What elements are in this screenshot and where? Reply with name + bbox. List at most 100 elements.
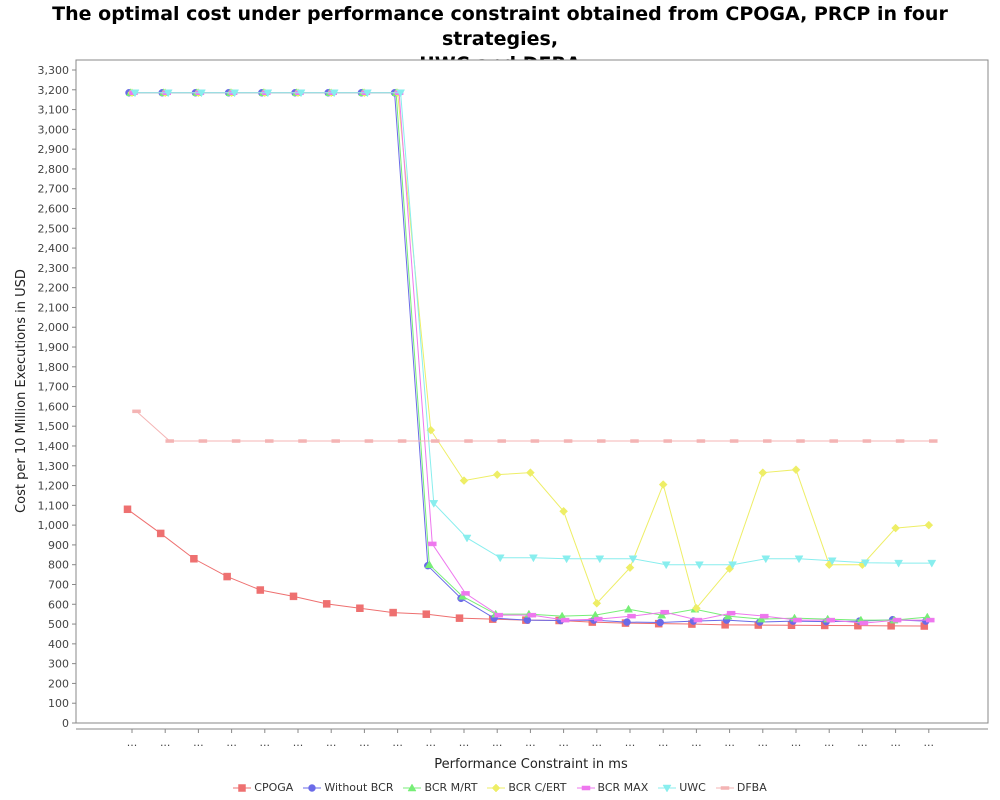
data-point-uwc: [728, 561, 738, 570]
y-tick-label: 700: [48, 578, 69, 591]
data-point-cpoga: [289, 592, 298, 601]
data-point-uwc: [628, 555, 638, 564]
data-point-bcr-max: [527, 612, 537, 618]
data-point-without-bcr: [623, 618, 631, 626]
y-tick-label: 2,400: [38, 242, 70, 255]
data-point-uwc: [827, 557, 837, 566]
chart-plot: 0 100 200 300 400 500 600 700 800 900 1,000 1,100 1,…: [14, 59, 989, 772]
series-uwc: [130, 89, 937, 570]
data-point-cpoga: [455, 614, 464, 622]
data-point-bcr-max: [594, 616, 603, 622]
data-point-cpoga: [422, 610, 431, 618]
x-tick-label: ...: [525, 736, 536, 749]
data-point-bcr-max: [726, 610, 736, 616]
data-point-dfba: [331, 439, 340, 443]
data-point-bcr-max: [428, 541, 437, 547]
y-tick-label: 800: [48, 559, 69, 572]
data-point-bcr-c-ert: [492, 470, 502, 480]
x-tick-label: ...: [691, 736, 702, 749]
data-point-bcr-c-ert: [758, 468, 768, 478]
legend-item-bcr-c-ert[interactable]: BCR C/ERT: [487, 781, 567, 794]
y-tick-label: 1,300: [38, 460, 70, 473]
legend-item-bcr-max[interactable]: BCR MAX: [576, 781, 649, 794]
data-point-bcr-m-rt: [624, 604, 633, 613]
data-point-uwc: [263, 89, 273, 98]
x-tick-label: ...: [592, 736, 603, 749]
data-point-dfba: [895, 439, 905, 443]
data-point-cpoga: [389, 608, 397, 617]
x-tick-label: ...: [359, 736, 370, 749]
legend-item-uwc[interactable]: UWC: [658, 781, 706, 794]
x-tick-label: ...: [724, 736, 735, 749]
x-axis: ........................................…: [76, 728, 988, 749]
legend-label-bcr-c-ert: BCR C/ERT: [508, 781, 567, 794]
data-point-uwc: [894, 559, 904, 568]
data-point-bcr-max: [627, 613, 636, 619]
y-tick-label: 3,300: [38, 64, 70, 77]
data-point-uwc: [296, 89, 306, 98]
legend-item-cpoga[interactable]: CPOGA: [233, 781, 293, 794]
data-point-without-bcr: [656, 618, 664, 627]
legend-label-without-bcr: Without BCR: [324, 781, 394, 794]
data-point-bcr-m-rt: [424, 560, 434, 568]
y-tick-label: 900: [48, 539, 69, 552]
data-point-uwc: [196, 89, 206, 98]
data-point-dfba: [198, 439, 208, 443]
data-point-uwc: [495, 554, 505, 563]
data-point-uwc: [163, 89, 173, 98]
legend-item-without-bcr[interactable]: Without BCR: [303, 781, 393, 794]
data-point-dfba: [829, 439, 838, 443]
data-point-uwc: [761, 555, 771, 564]
legend-swatch-bcr-c-ert: [487, 783, 506, 792]
x-axis-label: Performance Constraint in ms: [434, 757, 628, 772]
data-point-dfba: [497, 439, 506, 443]
data-point-bcr-m-rt: [756, 614, 766, 623]
data-point-dfba: [265, 439, 274, 443]
data-point-cpoga: [190, 555, 198, 563]
legend-item-bcr-m-rt[interactable]: BCR M/RT: [403, 781, 477, 794]
x-tick-label: ...: [791, 736, 802, 749]
data-point-bcr-c-ert: [459, 476, 469, 485]
data-point-bcr-max: [461, 591, 470, 596]
data-point-bcr-max: [793, 617, 802, 623]
y-tick-label: 1,500: [38, 420, 70, 433]
x-tick-label: ...: [658, 736, 669, 749]
data-point-dfba: [696, 439, 706, 443]
y-tick-label: 1,400: [38, 440, 70, 453]
x-tick-label: ...: [127, 736, 138, 749]
data-point-cpoga: [256, 586, 265, 594]
legend-swatch-uwc: [658, 784, 677, 793]
data-point-dfba: [132, 409, 141, 414]
data-point-uwc: [562, 555, 572, 564]
y-tick-label: 2,500: [38, 222, 70, 235]
data-point-dfba: [231, 439, 241, 443]
y-tick-label: 2,200: [38, 282, 70, 295]
legend-label-uwc: UWC: [679, 781, 706, 794]
legend-marker-without-bcr: [308, 783, 317, 792]
y-tick-label: 600: [48, 598, 69, 611]
legend-marker-cpoga: [238, 783, 247, 792]
data-point-bcr-c-ert: [592, 598, 602, 608]
y-tick-label: 200: [48, 677, 69, 690]
legend-item-dfba[interactable]: DFBA: [715, 781, 767, 794]
x-tick-label: ...: [558, 736, 569, 749]
data-point-bcr-c-ert: [692, 603, 701, 613]
legend-label-cpoga: CPOGA: [254, 781, 294, 794]
data-point-bcr-max: [926, 617, 935, 623]
x-tick-label: ...: [260, 736, 271, 749]
data-point-cpoga: [887, 622, 895, 630]
legend-swatch-without-bcr: [303, 783, 322, 792]
y-tick-label: 1,600: [38, 400, 70, 413]
data-point-dfba: [597, 439, 606, 443]
data-point-uwc: [230, 89, 240, 98]
legend-label-bcr-max: BCR MAX: [597, 781, 649, 794]
x-tick-label: ...: [426, 736, 437, 749]
data-point-bcr-m-rt: [458, 591, 467, 600]
data-point-bcr-max: [892, 617, 902, 623]
legend-swatch-cpoga: [233, 783, 252, 792]
y-tick-label: 2,000: [38, 321, 70, 334]
legend-marker-bcr-max: [581, 785, 590, 790]
y-tick-label: 300: [48, 658, 69, 671]
data-point-bcr-c-ert: [526, 468, 535, 478]
y-tick-label: 1,900: [38, 341, 70, 354]
